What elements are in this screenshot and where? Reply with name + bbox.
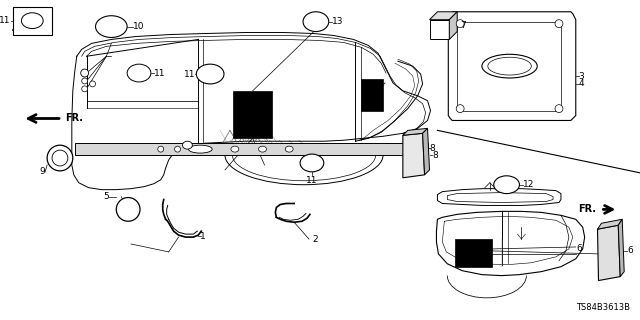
Text: 4: 4	[579, 79, 584, 88]
Ellipse shape	[182, 141, 193, 149]
Ellipse shape	[285, 146, 293, 152]
Ellipse shape	[482, 54, 537, 78]
Ellipse shape	[488, 57, 531, 75]
Polygon shape	[362, 79, 383, 111]
Ellipse shape	[21, 13, 43, 28]
Ellipse shape	[196, 64, 224, 84]
Ellipse shape	[95, 16, 127, 37]
Polygon shape	[429, 20, 449, 39]
Ellipse shape	[82, 86, 88, 92]
Text: 10: 10	[133, 22, 145, 31]
Polygon shape	[448, 12, 576, 120]
Ellipse shape	[116, 197, 140, 221]
Polygon shape	[403, 133, 424, 178]
Polygon shape	[437, 189, 561, 205]
Ellipse shape	[231, 146, 239, 152]
Polygon shape	[457, 22, 561, 111]
Ellipse shape	[52, 150, 68, 166]
Polygon shape	[75, 143, 428, 155]
Polygon shape	[429, 12, 457, 20]
Text: 7: 7	[460, 21, 466, 30]
Polygon shape	[455, 239, 492, 267]
Polygon shape	[403, 128, 428, 135]
Text: 9: 9	[40, 167, 45, 176]
Text: 8: 8	[433, 150, 438, 160]
Ellipse shape	[493, 176, 520, 194]
Bar	[13, 7, 52, 35]
Ellipse shape	[158, 146, 164, 152]
Polygon shape	[598, 219, 622, 229]
Ellipse shape	[81, 69, 88, 77]
Ellipse shape	[555, 20, 563, 28]
Text: 13: 13	[332, 17, 343, 26]
Text: 8: 8	[429, 144, 435, 153]
Text: 11: 11	[184, 69, 195, 78]
Polygon shape	[598, 225, 620, 281]
Text: 12: 12	[524, 180, 535, 189]
Text: 11: 11	[306, 176, 317, 185]
Ellipse shape	[175, 146, 180, 152]
Text: TS84B3613B: TS84B3613B	[576, 303, 630, 312]
Ellipse shape	[456, 20, 464, 28]
Text: 11: 11	[154, 68, 165, 77]
Ellipse shape	[47, 145, 73, 171]
Ellipse shape	[90, 81, 95, 87]
Text: 3: 3	[579, 71, 584, 81]
Text: 2: 2	[312, 235, 317, 244]
Ellipse shape	[188, 145, 212, 153]
Ellipse shape	[555, 105, 563, 113]
Polygon shape	[618, 219, 624, 276]
Polygon shape	[422, 128, 429, 175]
Polygon shape	[447, 193, 553, 203]
Text: 6: 6	[577, 244, 582, 253]
Text: FR.: FR.	[578, 204, 596, 214]
Ellipse shape	[456, 105, 464, 113]
Text: 6: 6	[627, 246, 633, 255]
Ellipse shape	[303, 12, 329, 32]
Ellipse shape	[300, 154, 324, 172]
Text: 11: 11	[0, 16, 10, 25]
Ellipse shape	[259, 146, 266, 152]
Ellipse shape	[127, 64, 151, 82]
Text: FR.: FR.	[65, 114, 83, 124]
Ellipse shape	[82, 78, 88, 84]
Polygon shape	[436, 212, 585, 276]
Polygon shape	[233, 91, 273, 138]
Text: 1: 1	[200, 232, 206, 241]
Polygon shape	[449, 12, 457, 39]
Text: 5: 5	[104, 192, 109, 201]
